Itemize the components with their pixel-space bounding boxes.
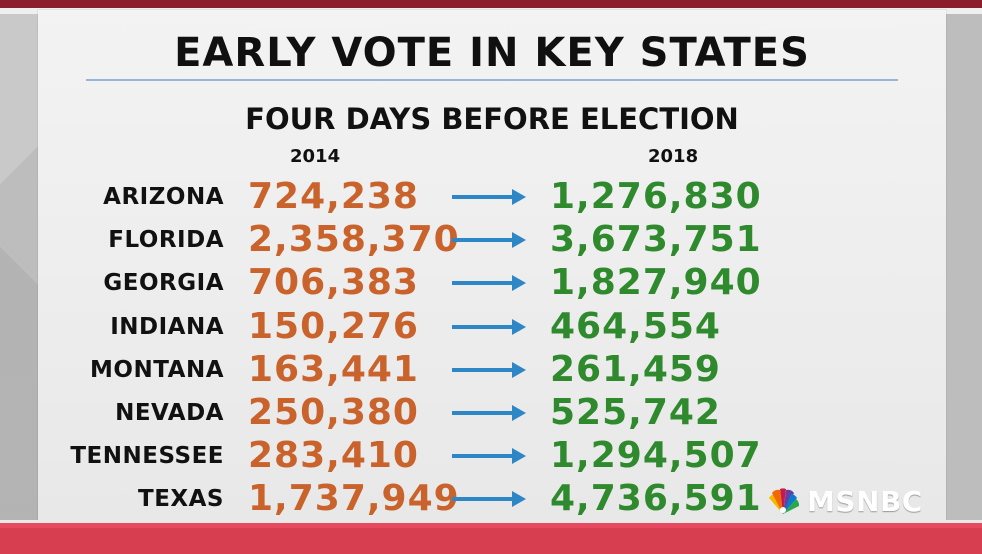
state-name: ARIZONA [103, 184, 224, 210]
value-2018: 1,294,507 [550, 435, 762, 476]
value-2018: 464,554 [550, 306, 721, 347]
right-arrow-icon [452, 491, 526, 507]
value-2014: 150,276 [248, 306, 419, 347]
state-name: GEORGIA [103, 270, 224, 296]
state-name: TENNESSEE [70, 443, 224, 469]
value-2014: 2,358,370 [248, 219, 460, 260]
value-2014: 163,441 [248, 349, 419, 390]
value-2014: 283,410 [248, 435, 419, 476]
state-name: MONTANA [90, 357, 224, 383]
right-arrow-icon [452, 448, 526, 464]
value-2018: 3,673,751 [550, 219, 762, 260]
brand-text: MSNBC [807, 485, 923, 518]
state-name: NEVADA [115, 400, 224, 426]
msnbc-logo: MSNBC [765, 483, 941, 519]
graphic-subtitle: FOUR DAYS BEFORE ELECTION [245, 102, 739, 136]
right-arrow-icon [452, 189, 526, 205]
state-row-montana: MONTANA 163,441 261,459 [38, 349, 946, 391]
state-row-texas: TEXAS 1,737,949 4,736,591 [38, 478, 946, 520]
state-row-arizona: ARIZONA 724,238 1,276,830 [38, 176, 946, 218]
year-2018-label: 2018 [648, 146, 699, 167]
value-2014: 724,238 [248, 176, 419, 217]
graphic-title: EARLY VOTE IN KEY STATES [174, 30, 810, 76]
right-arrow-icon [452, 275, 526, 291]
year-2014-label: 2014 [290, 146, 341, 167]
state-name: TEXAS [138, 486, 224, 512]
peacock-logo-icon [769, 488, 800, 514]
graphic-panel: EARLY VOTE IN KEY STATES FOUR DAYS BEFOR… [38, 10, 946, 525]
bottom-band [0, 520, 982, 554]
state-row-georgia: GEORGIA 706,383 1,827,940 [38, 262, 946, 304]
value-2018: 1,827,940 [550, 262, 762, 303]
state-name: FLORIDA [108, 227, 224, 253]
value-2014: 706,383 [248, 262, 419, 303]
value-2018: 261,459 [550, 349, 721, 390]
value-2014: 250,380 [248, 392, 419, 433]
state-name: INDIANA [110, 314, 224, 340]
value-2014: 1,737,949 [248, 478, 460, 519]
title-divider [86, 79, 898, 81]
state-row-indiana: INDIANA 150,276 464,554 [38, 306, 946, 348]
state-row-florida: FLORIDA 2,358,370 3,673,751 [38, 219, 946, 261]
value-2018: 1,276,830 [550, 176, 762, 217]
right-arrow-icon [452, 319, 526, 335]
state-row-tennessee: TENNESSEE 283,410 1,294,507 [38, 435, 946, 477]
value-2018: 4,736,591 [550, 478, 762, 519]
value-2018: 525,742 [550, 392, 721, 433]
right-arrow-icon [452, 232, 526, 248]
right-arrow-icon [452, 362, 526, 378]
state-row-nevada: NEVADA 250,380 525,742 [38, 392, 946, 434]
right-arrow-icon [452, 405, 526, 421]
